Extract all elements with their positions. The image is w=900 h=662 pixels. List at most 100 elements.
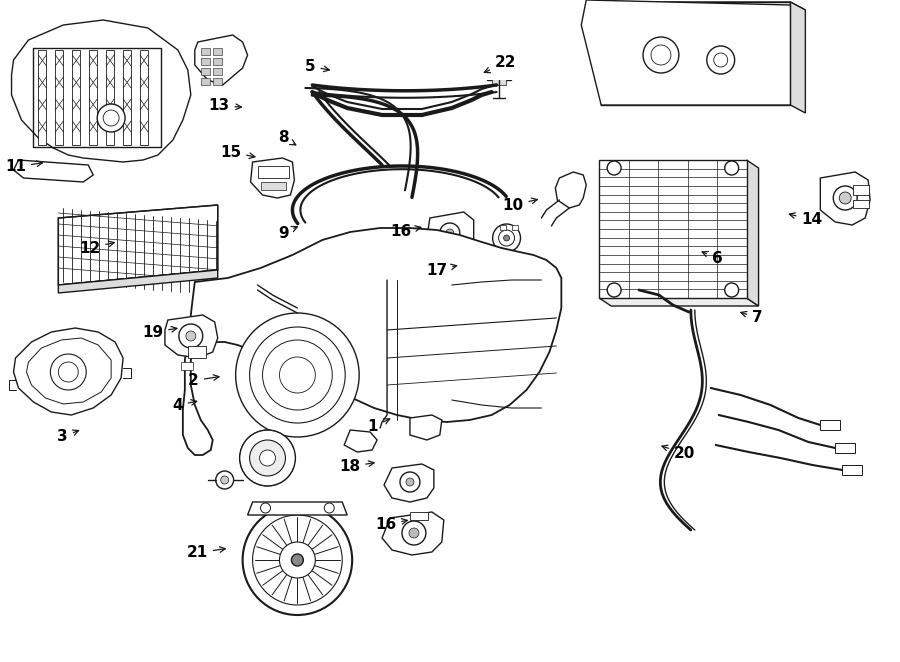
Circle shape — [833, 186, 857, 210]
Circle shape — [706, 46, 734, 74]
Circle shape — [220, 476, 229, 484]
Bar — [302, 0, 521, 80]
Polygon shape — [58, 270, 218, 293]
Polygon shape — [410, 415, 442, 440]
Bar — [500, 225, 506, 230]
Circle shape — [406, 478, 414, 486]
Circle shape — [216, 471, 234, 489]
Polygon shape — [344, 430, 377, 452]
Polygon shape — [555, 172, 586, 208]
Bar — [201, 68, 210, 75]
Circle shape — [249, 440, 285, 476]
Circle shape — [324, 503, 334, 513]
Circle shape — [499, 230, 515, 246]
Polygon shape — [581, 0, 790, 105]
Text: 17: 17 — [427, 263, 456, 277]
Polygon shape — [599, 298, 759, 306]
Polygon shape — [14, 328, 123, 415]
Bar — [511, 225, 517, 230]
Text: 14: 14 — [789, 213, 823, 227]
Bar — [820, 420, 841, 430]
Bar — [212, 58, 221, 65]
Circle shape — [280, 542, 315, 578]
Text: 3: 3 — [58, 430, 78, 444]
Polygon shape — [601, 2, 790, 105]
Polygon shape — [39, 50, 47, 145]
Circle shape — [440, 223, 460, 243]
Circle shape — [58, 362, 78, 382]
Bar — [188, 346, 206, 358]
Circle shape — [97, 104, 125, 132]
Circle shape — [263, 340, 332, 410]
Text: 10: 10 — [502, 198, 537, 213]
Bar — [835, 443, 855, 453]
Polygon shape — [318, 5, 432, 62]
Circle shape — [239, 430, 295, 486]
Circle shape — [714, 53, 728, 67]
Text: 16: 16 — [391, 224, 421, 239]
Text: 1: 1 — [368, 419, 390, 434]
Circle shape — [185, 331, 196, 341]
Circle shape — [446, 229, 454, 237]
Bar — [842, 465, 862, 475]
Text: 9: 9 — [278, 226, 297, 240]
Circle shape — [243, 505, 352, 615]
Text: 21: 21 — [186, 545, 225, 560]
Bar — [260, 182, 286, 190]
Bar — [201, 58, 210, 65]
Polygon shape — [427, 212, 473, 255]
Circle shape — [280, 357, 315, 393]
Polygon shape — [165, 315, 218, 358]
Polygon shape — [26, 338, 111, 404]
Circle shape — [651, 45, 670, 65]
Circle shape — [504, 235, 509, 241]
Polygon shape — [382, 512, 444, 555]
Text: 2: 2 — [188, 373, 219, 388]
Circle shape — [402, 521, 426, 545]
Polygon shape — [58, 205, 218, 285]
Circle shape — [292, 554, 303, 566]
Circle shape — [259, 450, 275, 466]
Text: 5: 5 — [305, 59, 329, 73]
Circle shape — [260, 503, 271, 513]
Circle shape — [608, 283, 621, 297]
Circle shape — [236, 313, 359, 437]
Text: 20: 20 — [662, 445, 696, 461]
Text: 18: 18 — [339, 459, 374, 474]
Circle shape — [249, 327, 346, 423]
Polygon shape — [601, 2, 806, 10]
Polygon shape — [194, 35, 248, 85]
Text: 15: 15 — [220, 145, 255, 160]
Bar — [853, 185, 869, 195]
Text: 13: 13 — [208, 99, 241, 113]
Circle shape — [409, 528, 419, 538]
Bar — [212, 48, 221, 55]
Polygon shape — [12, 20, 191, 162]
Bar — [181, 362, 193, 370]
Polygon shape — [72, 50, 80, 145]
Bar — [257, 166, 290, 178]
Text: 6: 6 — [702, 251, 723, 265]
Text: 7: 7 — [741, 310, 762, 325]
Bar — [490, 13, 508, 55]
Circle shape — [253, 515, 342, 605]
Circle shape — [492, 224, 520, 252]
Bar — [491, 77, 506, 85]
Bar — [212, 68, 221, 75]
Polygon shape — [106, 50, 114, 145]
Circle shape — [400, 472, 420, 492]
Text: 12: 12 — [79, 241, 114, 256]
Bar — [487, 64, 510, 80]
Polygon shape — [248, 502, 347, 515]
Polygon shape — [183, 228, 562, 455]
Bar — [410, 512, 427, 520]
Text: 11: 11 — [5, 160, 42, 174]
Text: 19: 19 — [142, 325, 177, 340]
Polygon shape — [790, 2, 806, 113]
Bar — [201, 78, 210, 85]
Circle shape — [104, 110, 119, 126]
Circle shape — [839, 192, 851, 204]
Polygon shape — [820, 172, 870, 225]
Text: 22: 22 — [484, 56, 517, 73]
Polygon shape — [89, 50, 97, 145]
